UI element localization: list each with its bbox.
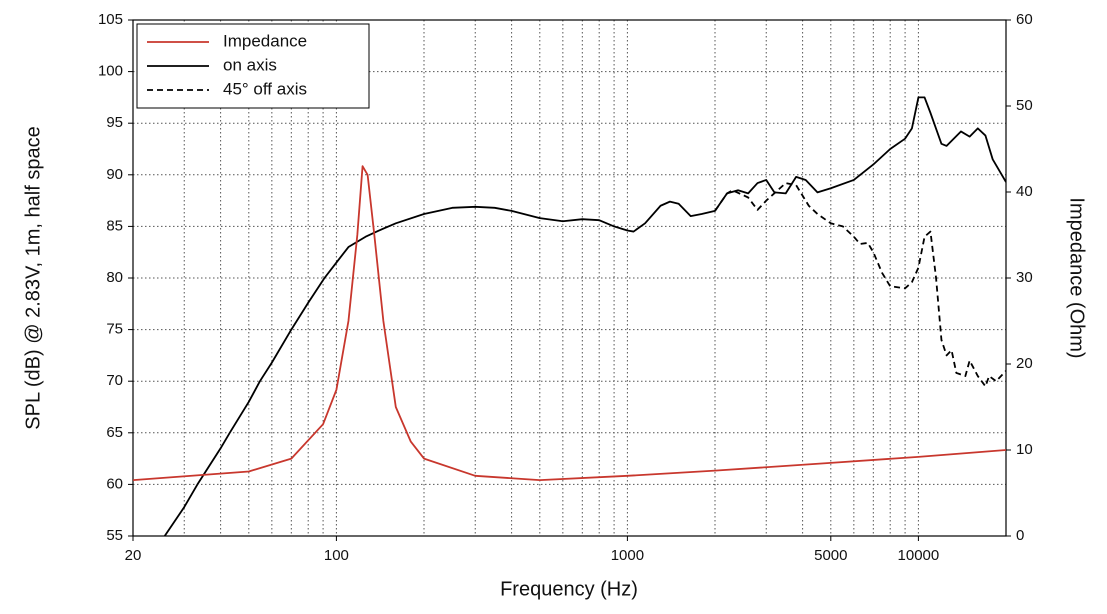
x-axis-title: Frequency (Hz) — [500, 578, 638, 600]
y-axis-title: SPL (dB) @ 2.83V, 1m, half space — [22, 126, 44, 429]
y2-tick-label: 20 — [1016, 355, 1033, 372]
x-tick-label: 1000 — [611, 547, 644, 564]
plot-frame — [132, 19, 1007, 537]
y2-tick-label: 50 — [1016, 97, 1033, 114]
y-tick-label: 85 — [106, 217, 123, 234]
y-tick-label: 75 — [106, 321, 123, 338]
series-line — [714, 182, 1006, 388]
y-tick-label: 60 — [106, 475, 123, 492]
legend-label: on axis — [223, 55, 277, 74]
y-tick-label: 95 — [106, 114, 123, 131]
y2-axis-title: Impedance (Ohm) — [1066, 197, 1088, 358]
legend-box — [136, 23, 370, 109]
x-tick-label: 5000 — [814, 547, 847, 564]
x-tick-label: 100 — [324, 547, 349, 564]
y2-tick-label: 10 — [1016, 441, 1033, 458]
series-line — [163, 96, 1006, 536]
y2-tick-label: 40 — [1016, 183, 1033, 200]
y-tick-label: 65 — [106, 424, 123, 441]
y-tick-label: 70 — [106, 372, 123, 389]
y-tick-label: 100 — [98, 63, 123, 80]
legend-label: Impedance — [223, 31, 307, 50]
y-tick-label: 90 — [106, 166, 123, 183]
y2-tick-label: 30 — [1016, 269, 1033, 286]
y2-tick-label: 60 — [1016, 11, 1033, 28]
y2-tick-label: 0 — [1016, 527, 1024, 544]
y-tick-label: 80 — [106, 269, 123, 286]
y-tick-label: 105 — [98, 11, 123, 28]
series-line — [133, 165, 1006, 481]
x-tick-label: 20 — [125, 547, 142, 564]
x-tick-label: 10000 — [898, 547, 940, 564]
y-tick-label: 55 — [106, 527, 123, 544]
legend-label: 45° off axis — [223, 79, 307, 98]
